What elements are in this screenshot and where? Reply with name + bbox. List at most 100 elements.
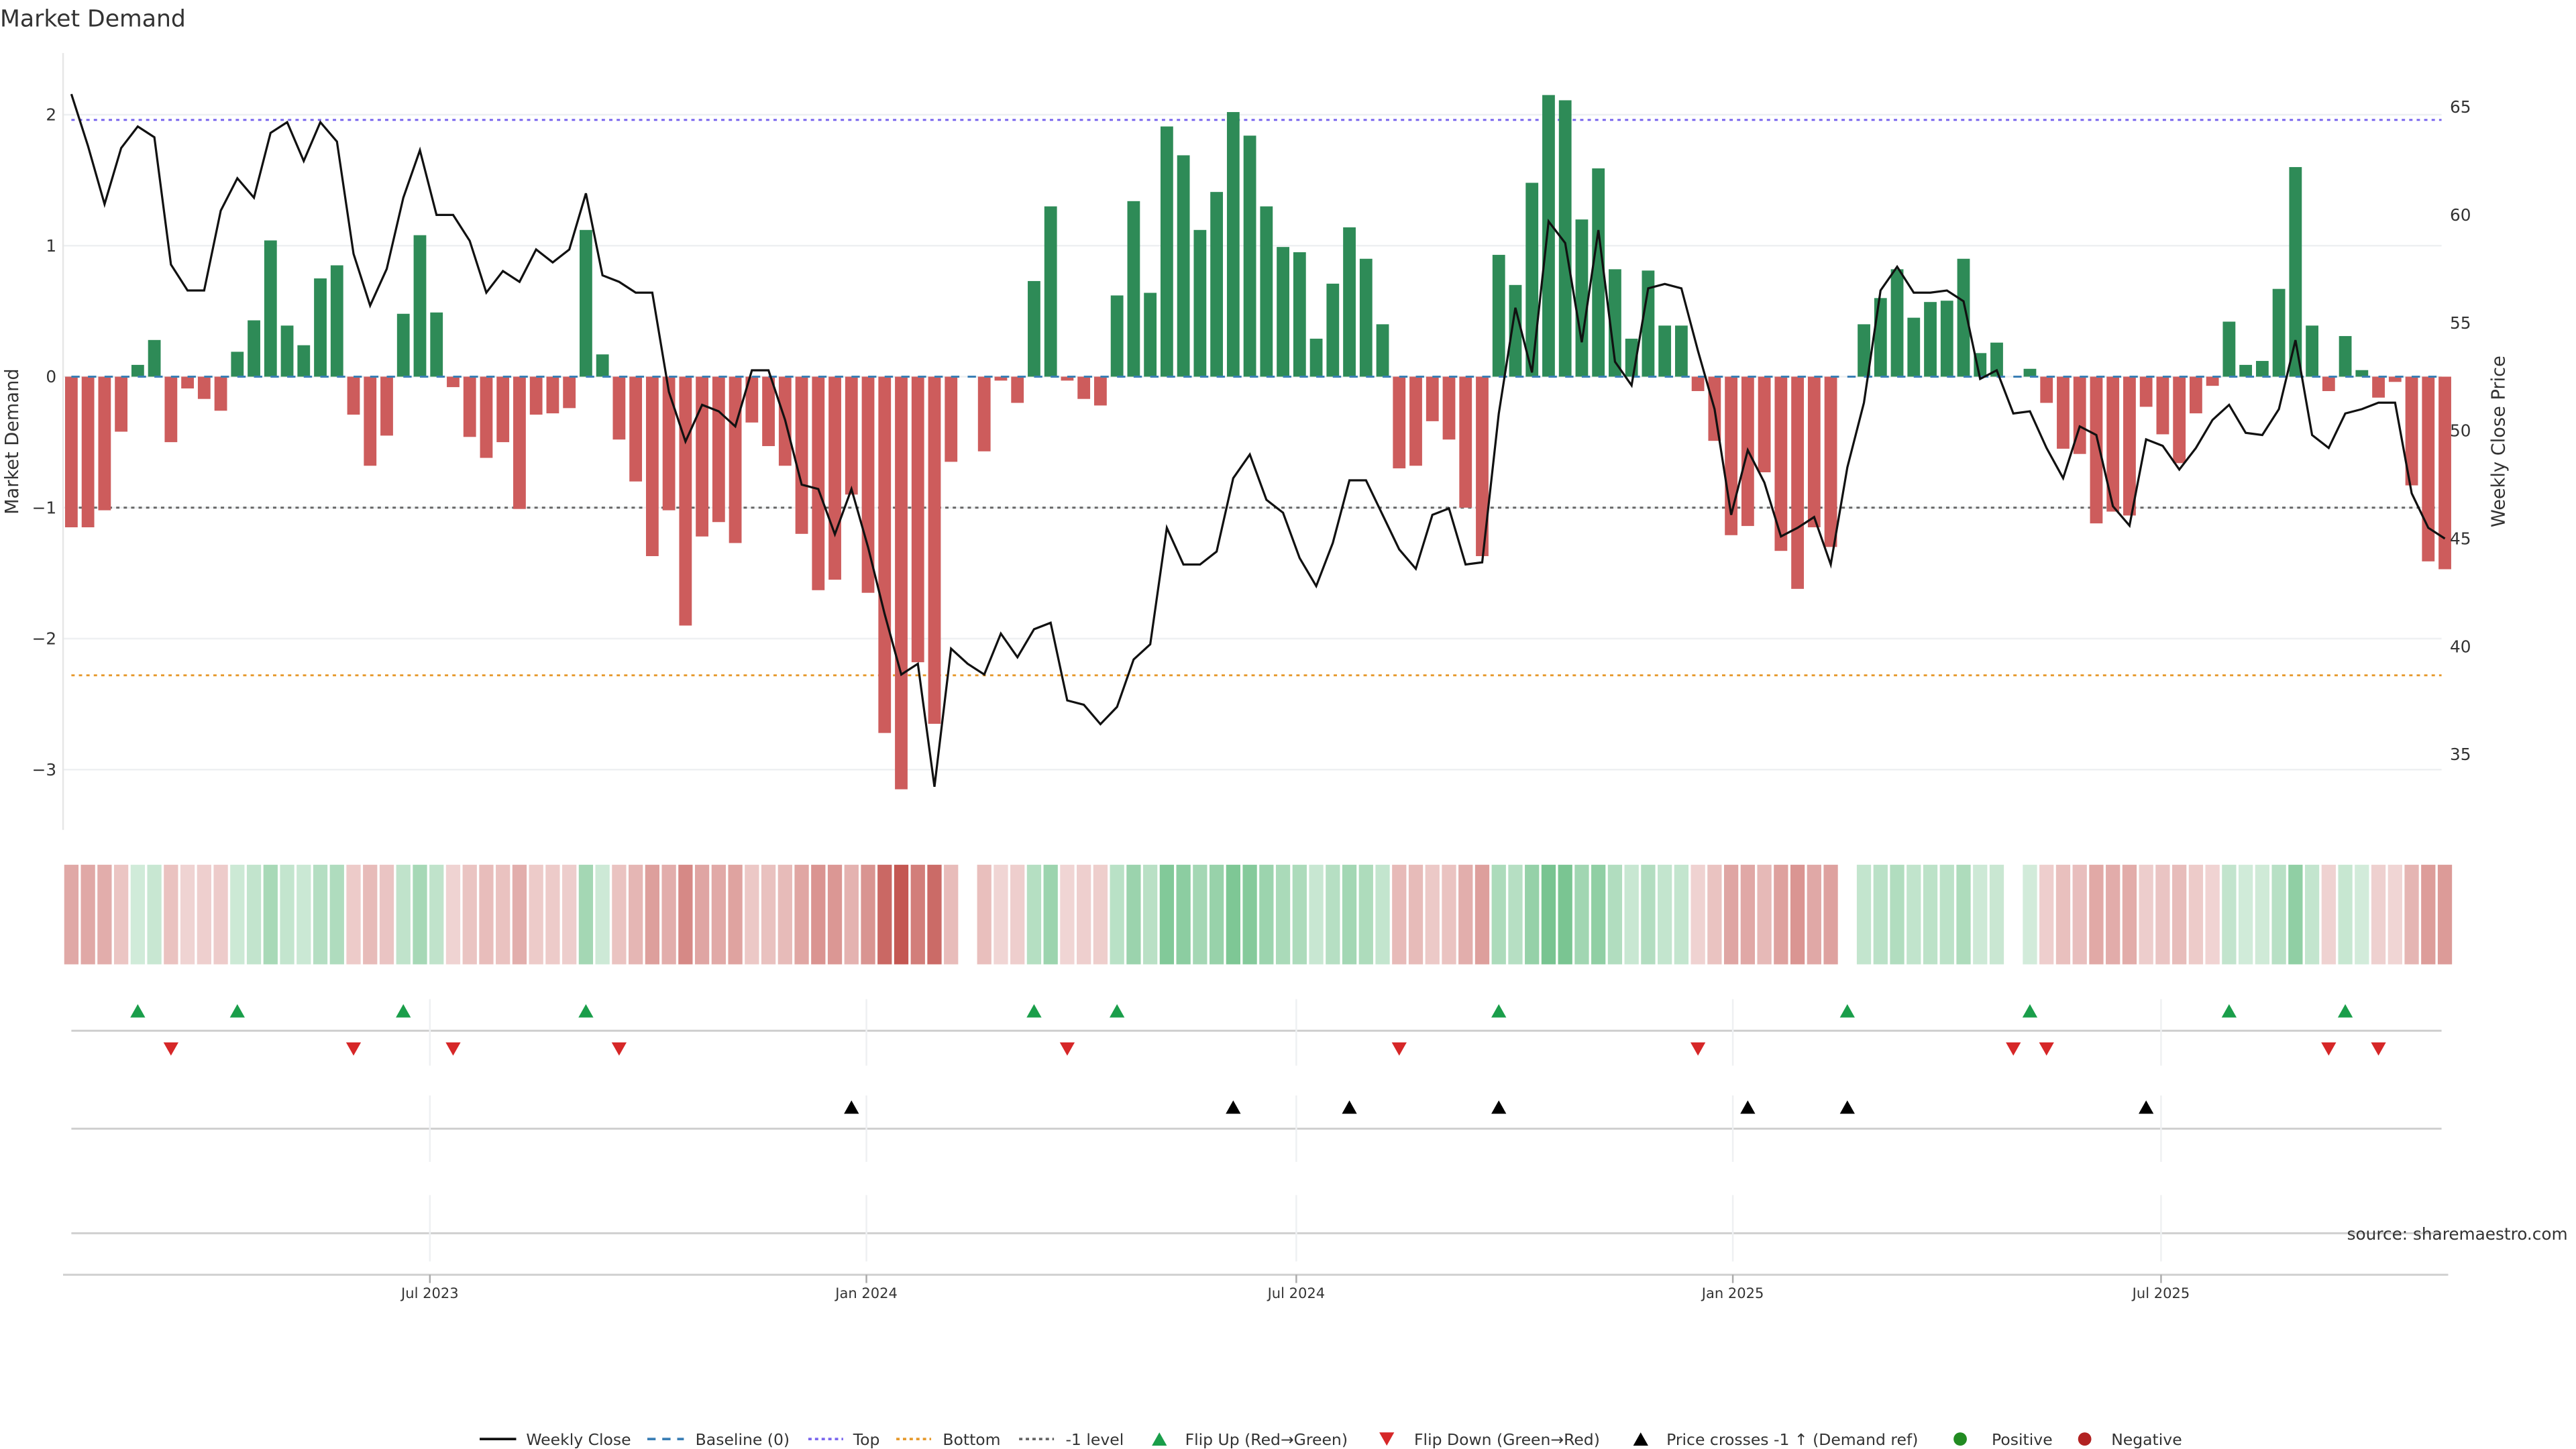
- y-tick-label: −1: [32, 498, 56, 517]
- demand-bar-negative: [712, 376, 725, 523]
- heatmap-cell: [1326, 865, 1340, 965]
- heatmap-cell: [595, 865, 610, 965]
- demand-bar-negative: [645, 376, 659, 557]
- demand-bar-negative: [447, 376, 460, 388]
- demand-bar-negative: [977, 376, 991, 451]
- heatmap-cell: [113, 865, 129, 965]
- heatmap-cell: [861, 865, 875, 965]
- demand-bar-positive: [580, 229, 592, 377]
- heatmap-cell: [1723, 865, 1739, 965]
- heatmap-cell: [711, 865, 726, 965]
- demand-bar-positive: [1874, 298, 1887, 377]
- demand-bar-negative: [2206, 376, 2219, 386]
- heatmap-cell: [1392, 865, 1407, 965]
- heatmap-cell: [445, 865, 461, 965]
- demand-bar-negative: [795, 376, 808, 534]
- demand-bar-negative: [164, 376, 178, 443]
- heatmap-cell: [2437, 865, 2453, 965]
- heatmap-cell: [1292, 865, 1307, 965]
- heatmap-cell: [877, 865, 892, 965]
- demand-bar-negative: [945, 376, 958, 462]
- demand-bar-negative: [181, 376, 194, 389]
- heatmap-cell: [496, 865, 511, 965]
- y2-axis-ticks: 65 60 55 50 45 40 35: [2450, 97, 2471, 764]
- demand-bar-negative: [1824, 376, 1837, 547]
- heatmap-cell: [578, 865, 594, 965]
- heatmap-cell: [811, 865, 826, 965]
- heatmap-cell: [2404, 865, 2419, 965]
- demand-bar-positive: [1343, 227, 1356, 377]
- heatmap-cell: [977, 865, 991, 965]
- heatmap-cell: [2355, 865, 2369, 965]
- heatmap-cell: [263, 865, 278, 965]
- heatmap-cell: [64, 865, 79, 965]
- x-tick-label: Jul 2024: [1267, 1285, 1326, 1301]
- heatmap-cell: [777, 865, 792, 965]
- demand-bar-positive: [1907, 317, 1921, 377]
- demand-bar-positive: [1509, 284, 1522, 377]
- demand-bar-positive: [1243, 136, 1256, 377]
- demand-bar-positive: [1609, 269, 1621, 377]
- y-tick-label: −2: [32, 629, 56, 649]
- demand-bar-negative: [2123, 376, 2136, 516]
- legend: Weekly Close Baseline (0) Top Bottom -1 leve…: [480, 1430, 2182, 1449]
- event-markers: [130, 1004, 2386, 1114]
- heatmap-cell: [1275, 865, 1291, 965]
- demand-bar-negative: [895, 376, 908, 790]
- legend-label: Weekly Close: [526, 1430, 631, 1449]
- price-cross-marker: [844, 1100, 859, 1114]
- heatmap-cell: [2122, 865, 2137, 965]
- demand-bar-negative: [2388, 376, 2402, 382]
- demand-bar-negative: [2156, 376, 2169, 435]
- heatmap-cell: [1658, 865, 1672, 965]
- heatmap-cell: [246, 865, 262, 965]
- heatmap-cell: [1558, 865, 1572, 965]
- price-cross-marker: [1226, 1100, 1241, 1114]
- legend-label: -1 level: [1065, 1430, 1124, 1449]
- demand-bar-negative: [2040, 376, 2053, 403]
- heatmap-cell: [97, 865, 112, 965]
- demand-bar-negative: [529, 376, 543, 415]
- heatmap-cell: [927, 865, 942, 965]
- demand-bar-negative: [463, 376, 476, 437]
- demand-bar-positive: [1592, 168, 1605, 377]
- legend-flip-down-icon: [1379, 1432, 1395, 1446]
- flip-up-marker: [2337, 1004, 2353, 1018]
- flip-down-marker: [2006, 1042, 2021, 1056]
- x-axis-ticks: Jul 2023 Jan 2024 Jul 2024 Jan 2025 Jul 2025: [400, 1275, 2190, 1301]
- legend-label: Price crosses -1 ↑ (Demand ref): [1666, 1430, 1918, 1449]
- flip-down-marker: [445, 1042, 461, 1056]
- heatmap-cell: [2421, 865, 2436, 965]
- legend-label: Baseline (0): [696, 1430, 790, 1449]
- heatmap-cell: [910, 865, 925, 965]
- flip-up-marker: [2022, 1004, 2038, 1018]
- y2-tick-label: 60: [2450, 205, 2471, 225]
- demand-bar-positive: [2239, 364, 2253, 377]
- demand-bar-positive: [2355, 370, 2369, 377]
- heatmap-cell: [2039, 865, 2054, 965]
- heatmap-cell: [1408, 865, 1424, 965]
- heatmap-cell: [2089, 865, 2104, 965]
- heatmap-cell: [1126, 865, 1141, 965]
- demand-bar-negative: [2190, 376, 2202, 414]
- flip-down-marker: [163, 1042, 178, 1056]
- demand-bar-positive: [2306, 325, 2318, 377]
- legend-label: Bottom: [943, 1430, 1000, 1449]
- flip-down-marker: [1690, 1042, 1706, 1056]
- heatmap-cell: [1060, 865, 1075, 965]
- heatmap-cell: [1740, 865, 1755, 965]
- heatmap-cell: [1143, 865, 1158, 965]
- heatmap-cell: [1807, 865, 1821, 965]
- heatmap-cell: [1342, 865, 1357, 965]
- demand-bar-negative: [496, 376, 510, 443]
- flip-down-marker: [345, 1042, 362, 1056]
- demand-bar-positive: [1858, 324, 1870, 377]
- heatmap-cell: [413, 865, 427, 965]
- legend-negative-icon: [2078, 1432, 2092, 1446]
- demand-bar-negative: [1011, 376, 1024, 403]
- demand-bar-negative: [546, 376, 559, 414]
- demand-bar-negative: [994, 376, 1008, 381]
- chart-title: Market Demand: [0, 6, 186, 33]
- demand-bar-negative: [845, 376, 858, 495]
- heatmap-cell: [363, 865, 378, 965]
